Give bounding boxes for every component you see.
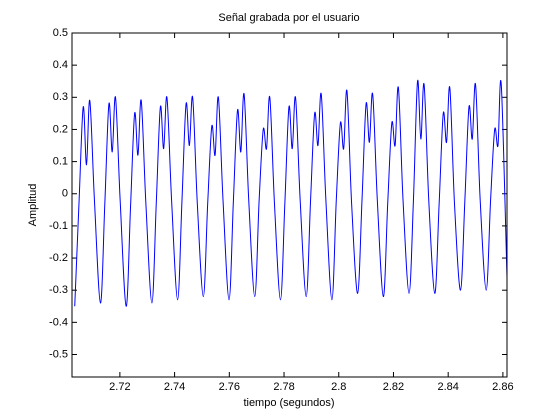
y-tick-label: -0.5 [49, 348, 68, 360]
y-tick-label: 0.1 [53, 156, 68, 168]
x-tick-label: 2.72 [109, 381, 130, 393]
x-tick-label: 2.74 [164, 381, 185, 393]
y-tick-label: -0.3 [49, 284, 68, 296]
signal-line [74, 80, 508, 307]
axes-box [71, 32, 508, 378]
x-axis-label: tiempo (segundos) [243, 397, 334, 409]
chart-title: Señal grabada por el usuario [218, 12, 359, 24]
x-tick-label: 2.84 [437, 381, 458, 393]
y-tick-label: 0.5 [53, 27, 68, 39]
y-axis-label: Amplitud [27, 184, 39, 227]
y-tick-label: -0.4 [49, 316, 68, 328]
plot-area [72, 33, 507, 377]
x-tick-label: 2.78 [273, 381, 294, 393]
x-tick-label: 2.76 [219, 381, 240, 393]
y-tick-label: -0.1 [49, 220, 68, 232]
x-tick-label: 2.8 [331, 381, 346, 393]
y-tick-label: 0 [62, 188, 68, 200]
y-tick-label: 0.4 [53, 59, 68, 71]
y-tick-label: 0.3 [53, 91, 68, 103]
x-tick-label: 2.82 [383, 381, 404, 393]
y-tick-label: -0.2 [49, 252, 68, 264]
x-tick-label: 2.86 [492, 381, 513, 393]
y-tick-label: 0.2 [53, 123, 68, 135]
